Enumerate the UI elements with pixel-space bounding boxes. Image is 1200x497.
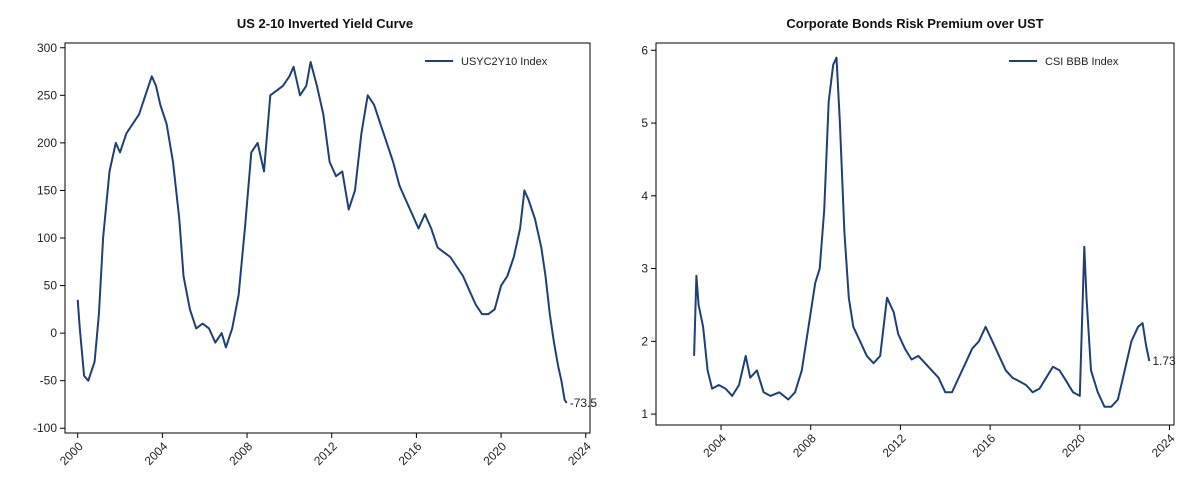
risk-premium-chart: Corporate Bonds Risk Premium over UST 1 2 3… [600, 0, 1200, 497]
y-tick-label: 0 [50, 326, 57, 340]
series-line-0 [76, 61, 568, 404]
x-tick-label: 2024 [1149, 431, 1178, 460]
x-tick-label: 2016 [396, 439, 425, 468]
y-tick-label: -50 [40, 374, 58, 388]
x-tick-label: 2004 [142, 439, 171, 468]
x-tick-label: 2004 [700, 431, 729, 460]
x-tick-label: 2000 [57, 439, 86, 468]
risk-premium-chart-svg: Corporate Bonds Risk Premium over UST 1 2 3… [641, 16, 1178, 460]
x-tick-label: 2020 [480, 439, 509, 468]
yield-curve-chart: US 2-10 Inverted Yield Curve -100 -50 0 50 10… [33, 16, 598, 468]
y-tick-label: 250 [37, 88, 57, 102]
y-tick-label: -100 [33, 421, 57, 435]
y-tick-label: 150 [37, 183, 57, 197]
x-tick-label: 2012 [880, 431, 909, 460]
chart-title: US 2-10 Inverted Yield Curve [237, 16, 413, 31]
legend-entry: CSI BBB Index [1045, 56, 1119, 68]
x-tick-label: 2008 [790, 431, 819, 460]
y-tick-label: 2 [641, 334, 648, 348]
x-tick-label: 2016 [969, 431, 998, 460]
x-tick-label: 2012 [311, 439, 340, 468]
x-tick-label: 2024 [565, 439, 594, 468]
y-tick-label: 6 [641, 43, 648, 57]
last-value-label: -73.5 [570, 396, 598, 410]
series-line-0 [693, 56, 1151, 408]
y-tick-label: 1 [641, 407, 648, 421]
y-tick-label: 300 [37, 41, 57, 55]
x-tick-label: 2008 [226, 439, 255, 468]
y-tick-label: 3 [641, 262, 648, 276]
plot-frame [655, 42, 1175, 426]
yield-curve-chart-svg: US 2-10 Inverted Yield Curve -100 -50 0 50 10… [33, 16, 598, 468]
legend-entry: USYC2Y10 Index [461, 56, 548, 68]
y-tick-label: 200 [37, 136, 57, 150]
y-tick-label: 4 [641, 189, 648, 203]
y-tick-label: 50 [44, 279, 58, 293]
last-value-label: 1.73 [1152, 354, 1176, 368]
x-tick-label: 2020 [1059, 431, 1088, 460]
y-tick-label: 5 [641, 116, 648, 130]
chart-title: Corporate Bonds Risk Premium over UST [786, 16, 1043, 31]
y-tick-label: 100 [37, 231, 57, 245]
